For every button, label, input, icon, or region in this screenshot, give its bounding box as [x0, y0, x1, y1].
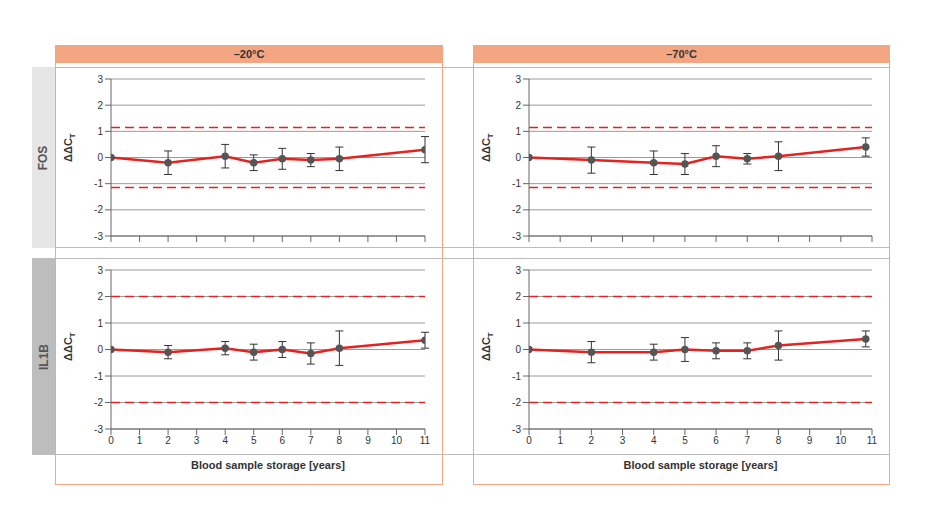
svg-text:2: 2: [165, 435, 171, 446]
svg-text:3: 3: [515, 74, 521, 85]
svg-text:1: 1: [137, 435, 143, 446]
svg-text:0: 0: [108, 435, 114, 446]
svg-text:8: 8: [337, 435, 343, 446]
svg-text:1: 1: [515, 126, 521, 137]
svg-text:4: 4: [651, 435, 657, 446]
svg-text:10: 10: [391, 435, 403, 446]
svg-text:1: 1: [97, 318, 103, 329]
svg-text:3: 3: [194, 435, 200, 446]
html-text:ΔΔC: ΔΔC: [479, 138, 492, 162]
svg-text:11: 11: [867, 435, 878, 446]
html-text:ΔΔC: ΔΔC: [479, 337, 492, 361]
svg-text:9: 9: [365, 435, 371, 446]
svg-text:2: 2: [97, 100, 103, 111]
svg-text:2: 2: [515, 291, 521, 302]
svg-text:2: 2: [515, 100, 521, 111]
svg-text:0: 0: [97, 152, 103, 163]
svg-text:-1: -1: [94, 371, 103, 382]
svg-text:0: 0: [97, 344, 103, 355]
svg-text:-2: -2: [94, 397, 103, 408]
svg-text:6: 6: [713, 435, 719, 446]
svg-text:3: 3: [97, 265, 103, 276]
svg-text:-2: -2: [94, 204, 103, 215]
html-text:T: T: [485, 133, 495, 139]
svg-text:-1: -1: [512, 371, 521, 382]
svg-text:3: 3: [97, 74, 103, 85]
svg-text:1: 1: [97, 126, 103, 137]
html-text:Blood sample storage [years]: Blood sample storage [years]: [623, 459, 778, 471]
html-text:T: T: [485, 332, 495, 338]
svg-text:-3: -3: [94, 231, 103, 242]
svg-text:0: 0: [526, 435, 532, 446]
html-text:Blood sample storage [years]: Blood sample storage [years]: [191, 459, 345, 471]
svg-text:-2: -2: [512, 397, 521, 408]
svg-text:3: 3: [515, 265, 521, 276]
svg-text:3: 3: [620, 435, 626, 446]
svg-text:6: 6: [279, 435, 285, 446]
svg-text:4: 4: [222, 435, 228, 446]
svg-text:7: 7: [308, 435, 314, 446]
svg-text:9: 9: [807, 435, 813, 446]
html-text:ΔΔC: ΔΔC: [61, 337, 74, 361]
svg-text:10: 10: [835, 435, 847, 446]
svg-text:5: 5: [682, 435, 688, 446]
svg-text:2: 2: [589, 435, 595, 446]
html-text:T: T: [67, 332, 77, 338]
html-text:–70°C: –70°C: [666, 48, 697, 60]
svg-text:0: 0: [515, 152, 521, 163]
html-text:ΔΔC: ΔΔC: [61, 138, 74, 162]
svg-text:5: 5: [251, 435, 257, 446]
svg-text:0: 0: [515, 344, 521, 355]
svg-text:-3: -3: [512, 231, 521, 242]
html-text:FOS: FOS: [36, 145, 51, 170]
html-text:–20°C: –20°C: [233, 48, 265, 60]
svg-text:-3: -3: [512, 424, 521, 435]
svg-text:1: 1: [557, 435, 563, 446]
svg-text:2: 2: [97, 291, 103, 302]
svg-text:-1: -1: [94, 178, 103, 189]
html-text:IL1B: IL1B: [36, 343, 51, 370]
svg-text:-2: -2: [512, 204, 521, 215]
svg-text:-1: -1: [512, 178, 521, 189]
svg-text:11: 11: [420, 435, 431, 446]
html-text:T: T: [67, 133, 77, 139]
svg-text:8: 8: [776, 435, 782, 446]
svg-text:-3: -3: [94, 424, 103, 435]
svg-text:1: 1: [515, 318, 521, 329]
svg-text:7: 7: [744, 435, 750, 446]
